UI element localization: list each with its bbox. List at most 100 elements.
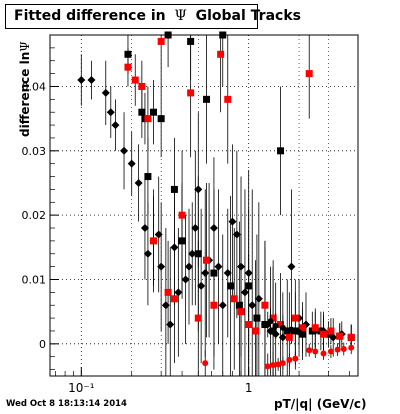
data-point bbox=[270, 362, 277, 369]
data-point bbox=[275, 361, 282, 368]
data-point bbox=[124, 63, 132, 71]
data-point bbox=[106, 108, 115, 117]
data-point bbox=[340, 345, 347, 352]
data-point bbox=[194, 314, 202, 322]
chart-title: Fitted difference in Ψ Global Tracks bbox=[5, 4, 301, 29]
data-point bbox=[240, 288, 249, 297]
data-point bbox=[347, 333, 355, 341]
data-point bbox=[285, 333, 293, 341]
data-point bbox=[214, 262, 223, 271]
data-point bbox=[327, 348, 334, 355]
data-point bbox=[217, 50, 225, 58]
data-point bbox=[201, 269, 210, 278]
data-point bbox=[203, 256, 211, 264]
data-point bbox=[287, 262, 296, 271]
data-point bbox=[261, 301, 269, 309]
x-tick-label: 1 bbox=[245, 381, 253, 395]
data-point bbox=[232, 230, 241, 239]
data-point bbox=[279, 360, 286, 367]
data-point bbox=[157, 115, 165, 123]
data-point bbox=[292, 355, 299, 362]
data-point bbox=[203, 95, 211, 103]
data-point bbox=[223, 269, 232, 278]
data-point bbox=[336, 332, 344, 340]
chart-title-prefix: Fitted difference in bbox=[14, 8, 166, 24]
data-point bbox=[111, 121, 120, 130]
data-point bbox=[131, 76, 139, 84]
data-point bbox=[140, 224, 149, 233]
data-point bbox=[288, 326, 295, 333]
data-point bbox=[264, 363, 271, 370]
data-point bbox=[150, 108, 158, 116]
data-point bbox=[134, 178, 143, 187]
data-point bbox=[312, 348, 319, 355]
data-point bbox=[143, 249, 152, 258]
data-point bbox=[174, 288, 183, 297]
data-point bbox=[296, 329, 303, 336]
chart-title-symbol: Ψ bbox=[174, 8, 187, 24]
data-point bbox=[277, 147, 285, 155]
data-point bbox=[144, 115, 152, 123]
data-point bbox=[164, 288, 172, 296]
data-point bbox=[311, 324, 319, 332]
y-axis-label: difference lnΨ bbox=[18, 41, 32, 137]
plot-border bbox=[49, 34, 359, 377]
chart-title-suffix: Global Tracks bbox=[195, 8, 301, 24]
data-point bbox=[279, 324, 286, 331]
data-point bbox=[235, 301, 243, 309]
data-point bbox=[291, 314, 299, 322]
data-point bbox=[138, 82, 146, 90]
data-point bbox=[150, 237, 158, 245]
data-point bbox=[306, 347, 313, 354]
data-point bbox=[327, 327, 335, 335]
data-point bbox=[120, 146, 129, 155]
data-point bbox=[253, 314, 261, 322]
data-point bbox=[218, 301, 227, 310]
data-point bbox=[187, 89, 195, 97]
data-point bbox=[87, 76, 96, 85]
data-point bbox=[210, 301, 218, 309]
y-tick-label: 0.04 bbox=[22, 80, 47, 93]
data-point bbox=[227, 282, 235, 290]
data-point bbox=[127, 159, 136, 168]
data-point bbox=[178, 211, 186, 219]
data-point bbox=[272, 322, 279, 329]
data-point bbox=[170, 185, 178, 193]
data-point bbox=[230, 295, 238, 303]
data-point bbox=[267, 318, 274, 325]
data-point bbox=[170, 295, 178, 303]
x-tick-label: 10⁻¹ bbox=[68, 381, 95, 395]
data-point bbox=[299, 324, 307, 332]
data-point bbox=[248, 301, 257, 310]
data-point bbox=[157, 262, 166, 271]
y-tick-label: 0.02 bbox=[22, 209, 47, 222]
data-point bbox=[334, 346, 341, 353]
data-point bbox=[157, 37, 165, 45]
data-point bbox=[154, 230, 163, 239]
data-point bbox=[197, 281, 206, 290]
timestamp: Wed Oct 8 18:13:14 2014 bbox=[6, 399, 127, 409]
data-point bbox=[320, 330, 328, 338]
data-point bbox=[101, 88, 110, 97]
data-point bbox=[185, 262, 194, 271]
data-point bbox=[188, 249, 197, 258]
data-point bbox=[77, 76, 86, 85]
y-tick-label: 0.01 bbox=[22, 273, 47, 286]
data-point bbox=[245, 321, 253, 329]
data-point bbox=[144, 173, 152, 181]
data-point bbox=[252, 327, 260, 335]
data-point bbox=[277, 321, 285, 329]
data-point bbox=[202, 360, 209, 367]
data-point bbox=[286, 356, 293, 363]
data-point bbox=[348, 344, 355, 351]
data-point bbox=[181, 275, 190, 284]
data-point bbox=[237, 308, 245, 316]
data-point bbox=[191, 224, 200, 233]
data-point bbox=[224, 95, 232, 103]
data-point bbox=[283, 327, 291, 335]
data-point bbox=[320, 350, 327, 357]
y-tick-label: 0 bbox=[39, 338, 46, 351]
data-point bbox=[305, 70, 313, 78]
x-axis-label: pT/|q| (GeV/c) bbox=[274, 397, 367, 411]
